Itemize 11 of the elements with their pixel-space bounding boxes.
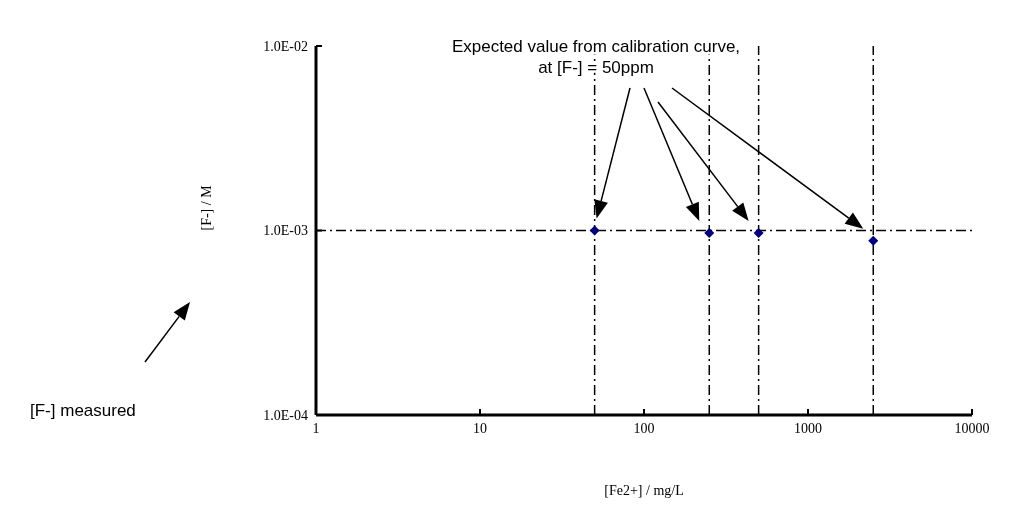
x-axis-title: [Fe2+] / mg/L bbox=[604, 483, 684, 498]
y-tick-label: 1.0E-02 bbox=[263, 38, 308, 54]
x-tick-label: 100 bbox=[633, 420, 655, 436]
text: [F-] measured bbox=[30, 401, 136, 420]
x-tick-label: 1000 bbox=[794, 420, 822, 436]
x-tick-label: 10000 bbox=[954, 420, 990, 436]
x-tick-label: 1 bbox=[312, 420, 320, 436]
y-axis-title: [F-] / M bbox=[198, 184, 214, 231]
y-tick-label: 1.0E-03 bbox=[263, 223, 308, 239]
x-tick-label: 10 bbox=[473, 420, 487, 436]
y-tick-label: 1.0E-04 bbox=[263, 407, 308, 423]
